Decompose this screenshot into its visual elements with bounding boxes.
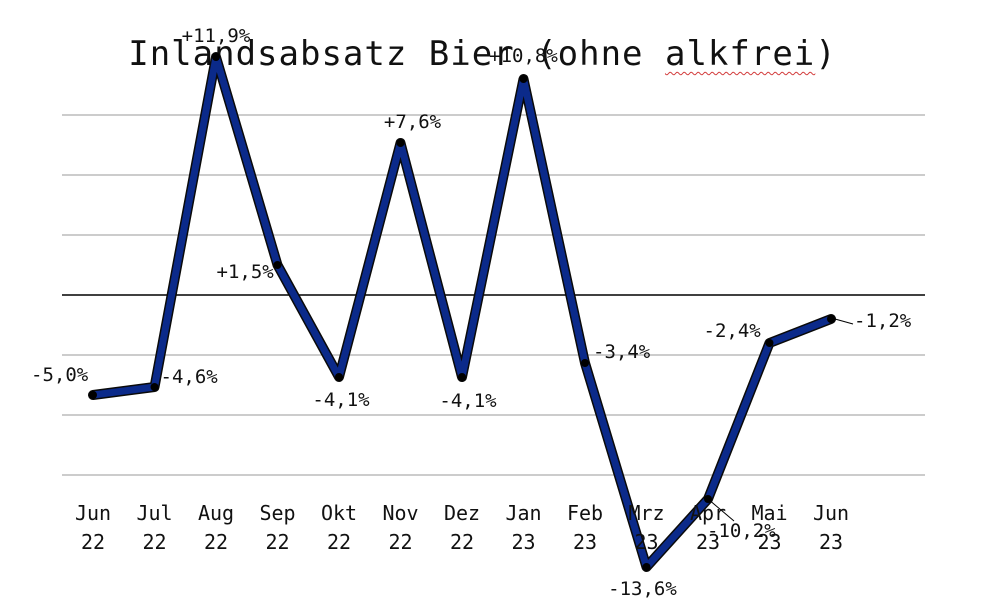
x-tick-label-month: Mrz [628, 501, 664, 525]
series-line-path [89, 53, 835, 571]
data-label: -2,4% [704, 320, 762, 342]
data-point [827, 315, 835, 323]
data-label: +10,8% [489, 45, 558, 67]
x-tick-label-year: 23 [634, 530, 658, 554]
chart-title-marked-word: alkfrei [664, 34, 816, 74]
data-point [335, 373, 343, 381]
x-tick-label-year: 22 [142, 530, 166, 554]
x-tick-label-month: Sep [259, 501, 295, 525]
data-label: -4,1% [439, 390, 497, 412]
x-tick-label-year: 22 [327, 530, 351, 554]
data-label: -4,6% [161, 366, 219, 388]
data-point [212, 53, 220, 61]
data-point [458, 373, 466, 381]
x-tick-label-year: 22 [265, 530, 289, 554]
x-tick-label-year: 23 [511, 530, 535, 554]
x-tick-label-month: Feb [567, 501, 603, 525]
chart-title-end: ) [815, 34, 837, 74]
x-tick-label-month: Apr [690, 501, 726, 525]
x-tick-label-year: 23 [573, 530, 597, 554]
x-tick-label-year: 22 [388, 530, 412, 554]
data-label: -5,0% [31, 364, 89, 386]
x-tick-label-month: Aug [198, 501, 234, 525]
data-label: +11,9% [182, 25, 251, 47]
data-labels: -5,0% -4,6% +11,9% +1,5% -4,1% +7,6% -4,1% +10,… [31, 25, 912, 600]
label-leader-line [707, 498, 735, 522]
x-tick-label-month: Mai [751, 501, 787, 525]
data-label: -10,2% [707, 520, 776, 542]
data-point [273, 261, 282, 269]
x-tick-label-month: Jan [505, 501, 541, 525]
x-tick-label-month: Jun [813, 501, 849, 525]
x-tick-label-year: 22 [81, 530, 105, 554]
x-tick-label-month: Okt [321, 501, 357, 525]
data-point [765, 339, 774, 347]
x-tick-label-year: 23 [696, 530, 720, 554]
data-label: -1,2% [854, 310, 912, 332]
data-point [581, 359, 589, 367]
data-label: -4,1% [312, 389, 370, 411]
data-point [150, 383, 159, 391]
data-point [396, 139, 405, 147]
x-tick-label-year: 23 [757, 530, 781, 554]
x-tick-label-month: Nov [382, 501, 418, 525]
data-label: +7,6% [384, 111, 442, 133]
x-tick-label-year: 22 [204, 530, 228, 554]
series-line [88, 52, 836, 572]
data-point [519, 75, 528, 83]
x-tick-label-month: Jun [75, 501, 111, 525]
label-leader-line [834, 318, 854, 325]
x-tick-label-month: Dez [444, 501, 480, 525]
x-tick-labels: Jun 22 Jul 22 Aug 22 Sep 22 Okt 22 Nov 22 Dez 22 Jan 23… [75, 501, 849, 554]
data-label: +1,5% [217, 261, 275, 283]
data-point [89, 391, 97, 399]
data-label: -3,4% [593, 341, 651, 363]
data-point [642, 563, 651, 571]
x-tick-label-year: 23 [819, 530, 843, 554]
x-tick-label-month: Jul [136, 501, 172, 525]
data-label: -13,6% [608, 578, 677, 600]
x-tick-label-year: 22 [450, 530, 474, 554]
